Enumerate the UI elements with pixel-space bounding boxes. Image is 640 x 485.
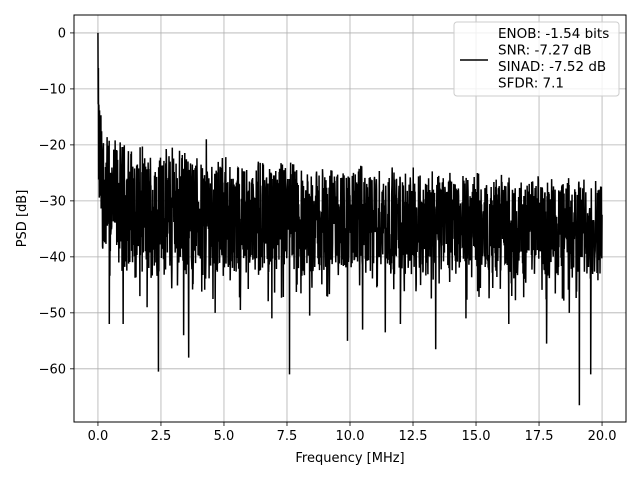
- x-tick-label: 20.0: [588, 429, 617, 444]
- x-axis-label: Frequency [MHz]: [295, 451, 404, 466]
- x-tick-label: 12.5: [399, 429, 428, 444]
- y-tick-label: −40: [39, 250, 66, 265]
- y-tick-label: 0: [58, 26, 66, 41]
- y-tick-label: −10: [39, 82, 66, 97]
- y-tick-label: −20: [39, 138, 66, 153]
- x-tick-label: 7.5: [277, 429, 298, 444]
- legend-box: [453, 21, 620, 97]
- psd-series-line: [97, 32, 603, 406]
- x-tick-label: 0.0: [88, 429, 109, 444]
- y-tick-label: −50: [39, 306, 66, 321]
- x-tick-label: 17.5: [525, 429, 554, 444]
- y-tick-label: −60: [39, 362, 66, 377]
- x-tick-label: 2.5: [151, 429, 172, 444]
- x-tick-label: 10.0: [336, 429, 365, 444]
- y-axis-label: PSD [dB]: [15, 190, 30, 248]
- x-tick-label: 15.0: [462, 429, 491, 444]
- x-tick-label: 5.0: [214, 429, 235, 444]
- plot-area: [97, 32, 603, 406]
- ticks: 0.0 2.5 5.0 7.5 10.0 12.5 15.0 17.5 20.0 0 −10 −20 −…: [39, 26, 617, 444]
- legend-label: ENOB: -1.54 bits SNR: -7.27 dB SINAD: -7.5…: [498, 26, 609, 92]
- legend: ENOB: -1.54 bits SNR: -7.27 dB SINAD: -7.5…: [453, 21, 620, 97]
- y-tick-label: −30: [39, 194, 66, 209]
